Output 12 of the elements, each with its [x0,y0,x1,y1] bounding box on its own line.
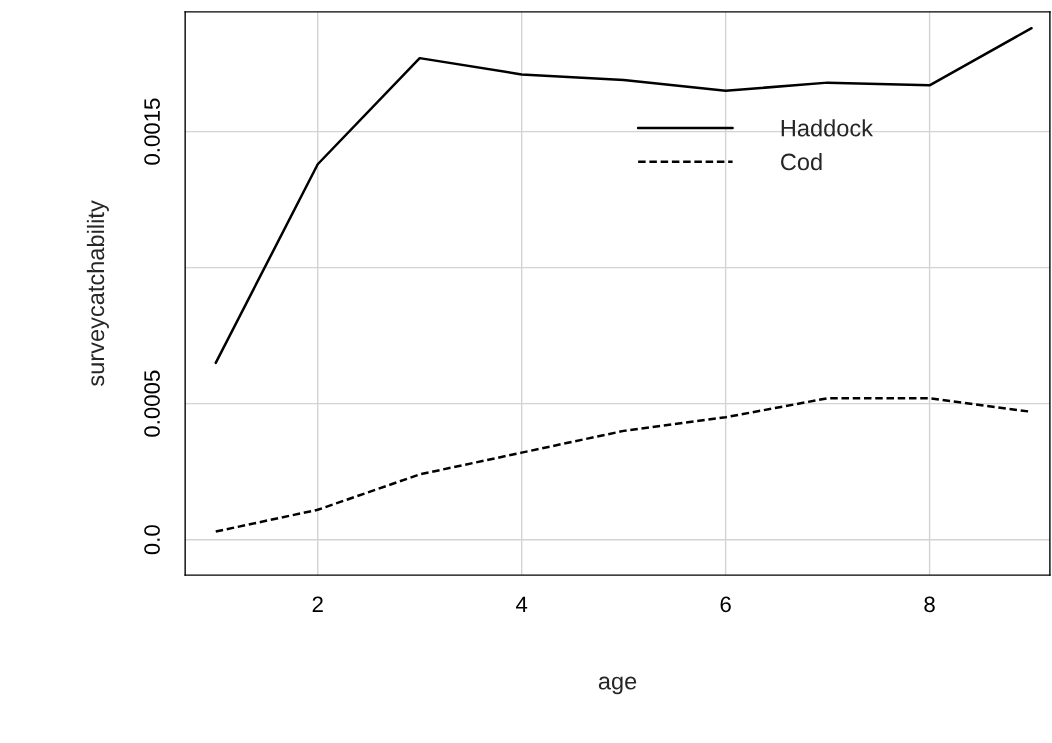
x-tick-label: 8 [924,596,935,613]
legend-label: Cod [781,152,822,171]
y-axis-title: surveycatchability [86,200,109,386]
y-tick-label: 0.0015 [144,98,160,165]
x-axis-title: age [598,676,637,695]
y-tick-label: 0.0005 [144,370,160,437]
legend-label: Haddock [781,119,874,137]
x-tick-label: 6 [720,596,731,613]
y-tick-label: 0.0 [144,525,160,555]
x-tick-label: 2 [312,596,323,613]
line-series [214,26,1033,365]
x-tick-label: 4 [516,596,528,613]
